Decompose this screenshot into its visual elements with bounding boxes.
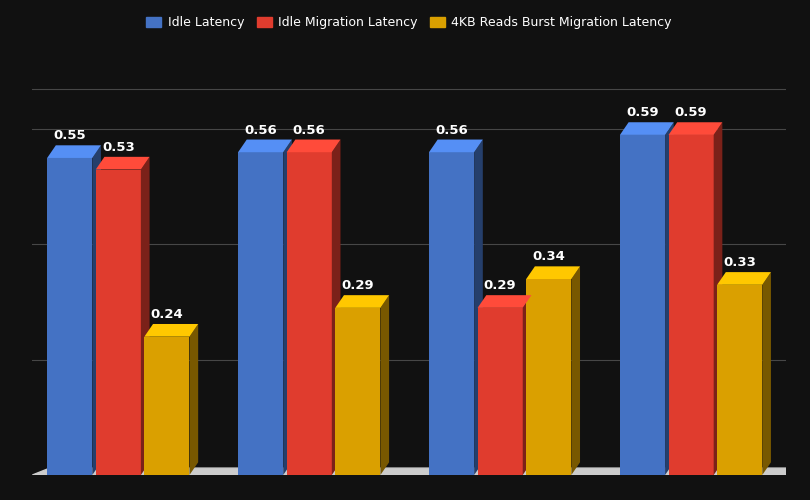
Polygon shape: [571, 266, 580, 475]
Polygon shape: [332, 140, 340, 475]
Polygon shape: [144, 336, 190, 475]
Polygon shape: [141, 157, 150, 475]
Polygon shape: [526, 266, 580, 279]
Polygon shape: [620, 122, 674, 135]
Polygon shape: [190, 324, 198, 475]
Polygon shape: [144, 324, 198, 336]
Text: 0.29: 0.29: [342, 280, 374, 292]
Text: 0.33: 0.33: [723, 256, 757, 269]
Polygon shape: [47, 158, 92, 475]
Polygon shape: [522, 295, 531, 475]
Polygon shape: [335, 295, 389, 308]
Polygon shape: [526, 279, 571, 475]
Polygon shape: [714, 122, 723, 475]
Polygon shape: [381, 295, 389, 475]
Polygon shape: [717, 285, 762, 475]
Polygon shape: [287, 152, 332, 475]
Polygon shape: [96, 157, 150, 170]
Polygon shape: [665, 122, 674, 475]
Polygon shape: [32, 468, 810, 475]
Polygon shape: [238, 152, 284, 475]
Polygon shape: [238, 140, 292, 152]
Text: 0.29: 0.29: [484, 280, 517, 292]
Polygon shape: [717, 272, 771, 285]
Polygon shape: [96, 170, 141, 475]
Polygon shape: [335, 308, 381, 475]
Polygon shape: [762, 272, 771, 475]
Text: 0.56: 0.56: [245, 124, 277, 136]
Text: 0.56: 0.56: [435, 124, 468, 136]
Polygon shape: [668, 135, 714, 475]
Text: 0.24: 0.24: [151, 308, 183, 321]
Polygon shape: [284, 140, 292, 475]
Polygon shape: [478, 295, 531, 308]
Text: 0.34: 0.34: [532, 250, 565, 264]
Polygon shape: [287, 140, 340, 152]
Polygon shape: [429, 152, 474, 475]
Polygon shape: [92, 146, 101, 475]
Legend: Idle Latency, Idle Migration Latency, 4KB Reads Burst Migration Latency: Idle Latency, Idle Migration Latency, 4K…: [143, 12, 676, 33]
Polygon shape: [429, 140, 483, 152]
Polygon shape: [478, 308, 522, 475]
Text: 0.56: 0.56: [293, 124, 326, 136]
Polygon shape: [47, 146, 101, 158]
Polygon shape: [668, 122, 723, 135]
Polygon shape: [474, 140, 483, 475]
Text: 0.59: 0.59: [626, 106, 659, 120]
Text: 0.55: 0.55: [53, 130, 86, 142]
Polygon shape: [620, 135, 665, 475]
Text: 0.59: 0.59: [675, 106, 707, 120]
Text: 0.53: 0.53: [102, 141, 134, 154]
